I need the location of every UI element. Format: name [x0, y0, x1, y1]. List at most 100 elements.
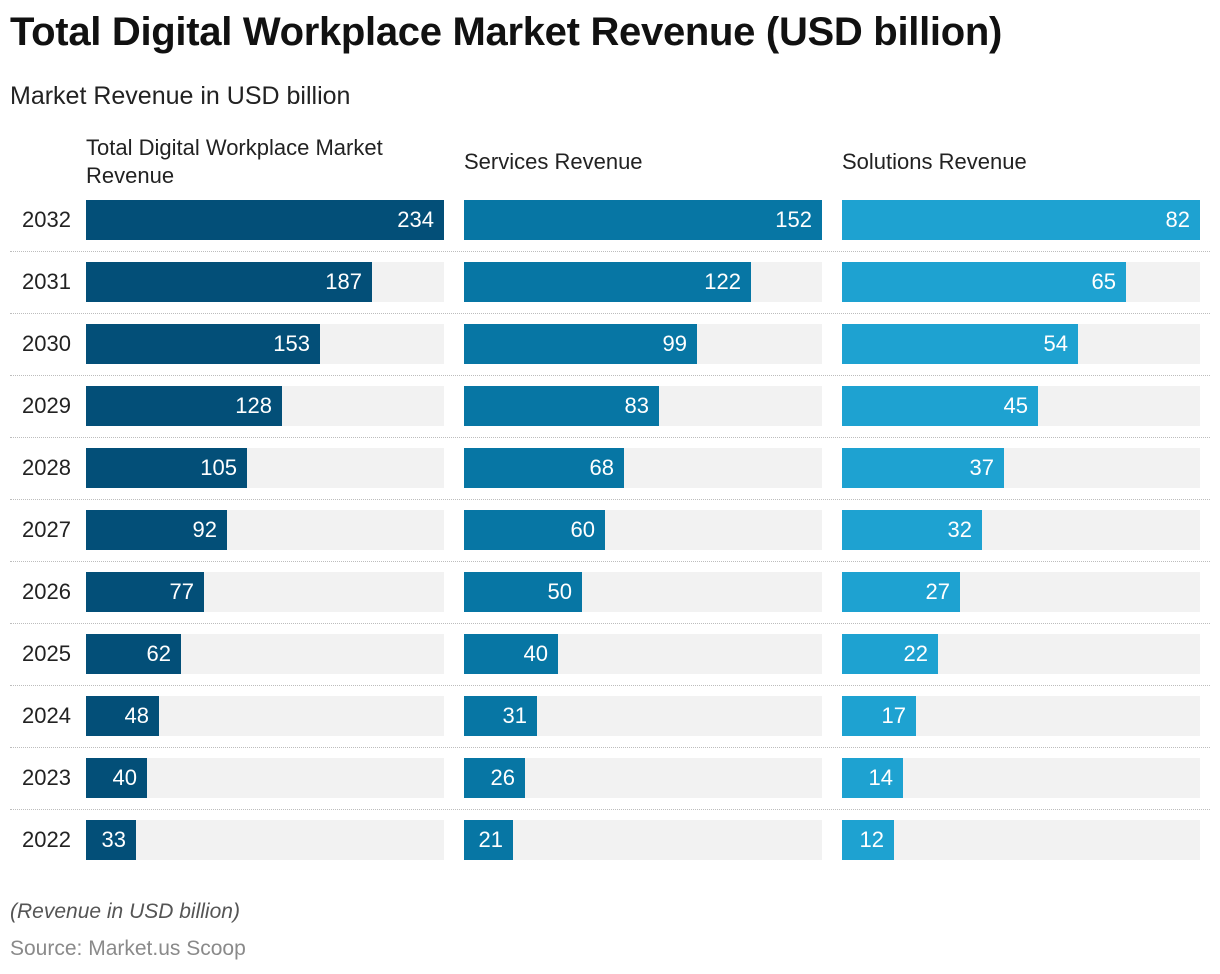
bar-track: 99 [464, 324, 822, 364]
row-separator [10, 375, 1210, 376]
row-separator [10, 313, 1210, 314]
bar: 99 [464, 324, 697, 364]
bar-track: 12 [842, 820, 1200, 860]
bar: 22 [842, 634, 938, 674]
bar-track: 54 [842, 324, 1200, 364]
bar: 21 [464, 820, 513, 860]
bar-track: 21 [464, 820, 822, 860]
row-separator [10, 623, 1210, 624]
bar-track: 37 [842, 448, 1200, 488]
bar-track: 40 [464, 634, 822, 674]
row-separator [10, 499, 1210, 500]
bar-track: 187 [86, 262, 444, 302]
bar: 92 [86, 510, 227, 550]
bar-track: 77 [86, 572, 444, 612]
bar-track: 33 [86, 820, 444, 860]
bar: 234 [86, 200, 444, 240]
data-label: 48 [124, 703, 149, 728]
bar: 77 [86, 572, 204, 612]
bar-track: 68 [464, 448, 822, 488]
chart-subtitle: Market Revenue in USD billion [10, 82, 351, 110]
data-label: 17 [881, 703, 906, 728]
year-label: 2031 [22, 269, 71, 294]
bar: 37 [842, 448, 1004, 488]
row-separator [10, 561, 1210, 562]
data-label: 40 [523, 641, 548, 666]
data-label: 50 [547, 579, 572, 604]
data-label: 83 [624, 393, 649, 418]
bar-track: 45 [842, 386, 1200, 426]
column-header-3: Solutions Revenue [842, 149, 1027, 174]
data-label: 22 [903, 641, 928, 666]
year-label: 2032 [22, 207, 71, 232]
bar: 152 [464, 200, 822, 240]
data-label: 62 [146, 641, 171, 666]
bar-track: 153 [86, 324, 444, 364]
bar: 12 [842, 820, 894, 860]
row-separator [10, 685, 1210, 686]
row-separator [10, 747, 1210, 748]
bar-track: 82 [842, 200, 1200, 240]
bar-track: 17 [842, 696, 1200, 736]
data-label: 153 [273, 331, 310, 356]
year-label: 2024 [22, 703, 71, 728]
bar: 54 [842, 324, 1078, 364]
column-header-1: Total Digital Workplace Market Revenue [86, 135, 383, 188]
bar: 26 [464, 758, 525, 798]
bar: 153 [86, 324, 320, 364]
bar: 50 [464, 572, 582, 612]
bar-track: 27 [842, 572, 1200, 612]
year-label: 2022 [22, 827, 71, 852]
bar: 105 [86, 448, 247, 488]
data-label: 32 [947, 517, 972, 542]
data-label: 12 [859, 827, 884, 852]
bar: 45 [842, 386, 1038, 426]
bar: 31 [464, 696, 537, 736]
bar-track: 60 [464, 510, 822, 550]
bar-track: 50 [464, 572, 822, 612]
bar: 68 [464, 448, 624, 488]
bar: 14 [842, 758, 903, 798]
year-label: 2023 [22, 765, 71, 790]
bar-track: 40 [86, 758, 444, 798]
data-label: 31 [502, 703, 527, 728]
chart-title: Total Digital Workplace Market Revenue (… [10, 10, 1002, 54]
bar-track: 152 [464, 200, 822, 240]
year-label: 2026 [22, 579, 71, 604]
bar: 128 [86, 386, 282, 426]
year-label: 2027 [22, 517, 71, 542]
bar-track: 65 [842, 262, 1200, 302]
bar: 65 [842, 262, 1126, 302]
year-label: 2029 [22, 393, 71, 418]
data-label: 152 [775, 207, 812, 232]
bar-track: 128 [86, 386, 444, 426]
row-separator [10, 251, 1210, 252]
data-label: 60 [570, 517, 595, 542]
data-label: 68 [589, 455, 614, 480]
data-label: 82 [1165, 207, 1190, 232]
bar-track: 22 [842, 634, 1200, 674]
bar: 32 [842, 510, 982, 550]
row-separator [10, 437, 1210, 438]
bar-track: 31 [464, 696, 822, 736]
bar: 17 [842, 696, 916, 736]
bar: 60 [464, 510, 605, 550]
data-label: 26 [490, 765, 515, 790]
bar: 27 [842, 572, 960, 612]
year-label: 2025 [22, 641, 71, 666]
year-label: 2028 [22, 455, 71, 480]
data-label: 65 [1091, 269, 1116, 294]
data-label: 122 [704, 269, 741, 294]
bar: 40 [86, 758, 147, 798]
data-label: 92 [192, 517, 217, 542]
bar: 62 [86, 634, 181, 674]
data-label: 21 [478, 827, 503, 852]
data-label: 234 [397, 207, 434, 232]
bar: 48 [86, 696, 159, 736]
bar: 33 [86, 820, 136, 860]
data-label: 37 [969, 455, 994, 480]
data-label: 54 [1043, 331, 1068, 356]
bar-track: 48 [86, 696, 444, 736]
bar: 40 [464, 634, 558, 674]
bar-track: 234 [86, 200, 444, 240]
